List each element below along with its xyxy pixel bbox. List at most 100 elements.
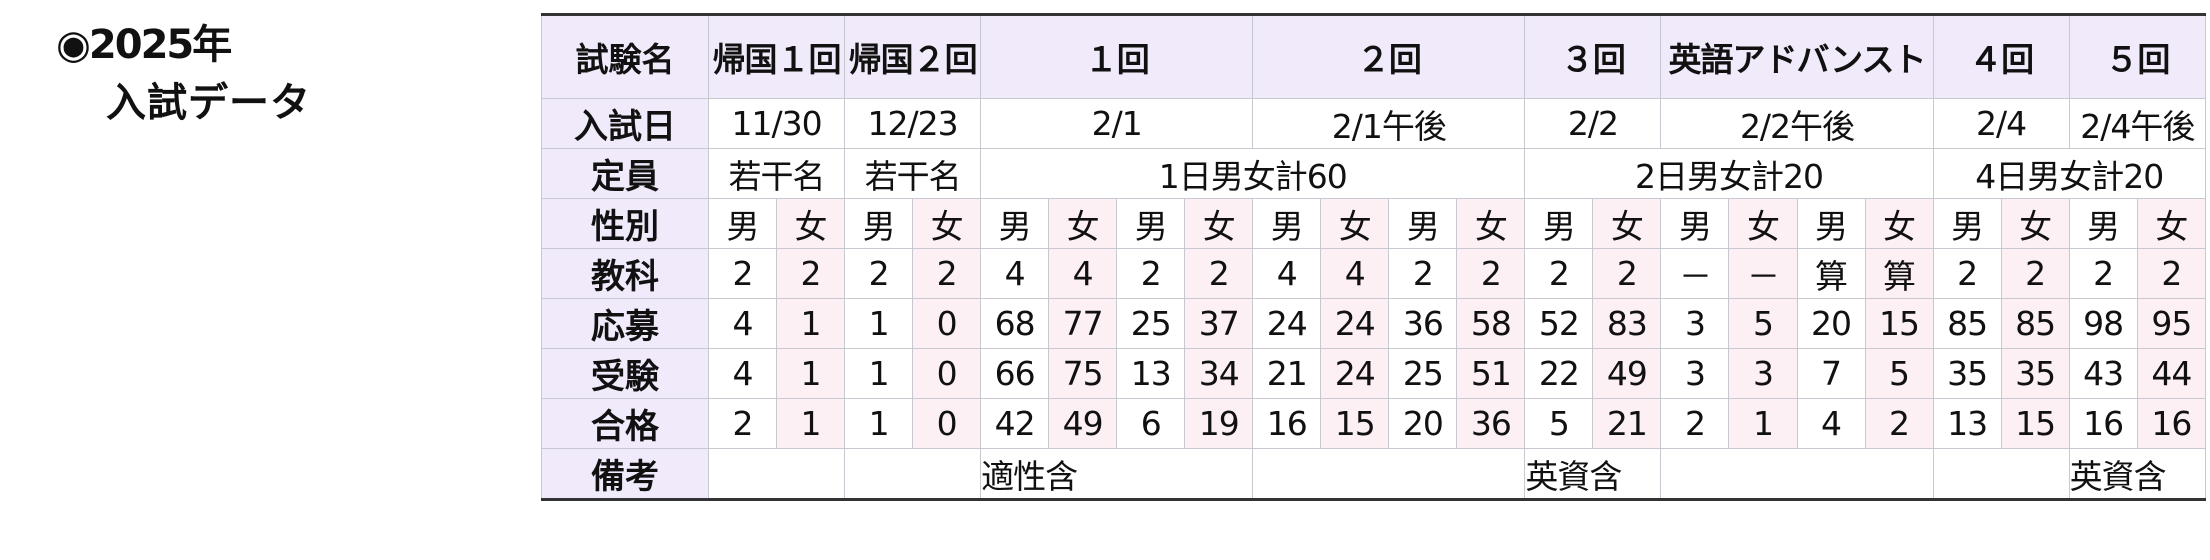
data-cell: 75 [1048,348,1118,399]
exam-name-row-cell: 英語アドバンスト [1660,14,1934,99]
data-cell: 2 [2068,248,2138,299]
gender-female: 女 [912,198,982,249]
gender-row: 性別男女男女男女男女男女男女男女男女男女男女男女 [541,198,2207,249]
gender-female: 女 [1864,198,1934,249]
data-cell: 6 [1116,398,1186,449]
page-title-year: ◉2025年 [56,22,232,68]
gender-female: 女 [1048,198,1118,249]
data-cell: 2 [1660,398,1730,449]
gender-male: 男 [1660,198,1730,249]
capacity-row-cell: 2日男女計20 [1524,148,1934,199]
data-cell: 19 [1184,398,1254,449]
data-cell: 37 [1184,298,1254,349]
data-cell: 21 [1252,348,1322,399]
data-cell: 2 [1456,248,1526,299]
exam-date-row-cell: 2/1 [980,98,1254,149]
data-cell: 1 [844,398,914,449]
gender-male: 男 [1388,198,1458,249]
exam-name-row: 試験名 帰国１回 帰国２回 １回 ２回 ３回 英語アドバンスト ４回 ５回 [541,14,2207,99]
data-cell: 1 [1728,398,1798,449]
data-cell: 1 [776,348,846,399]
row-label: 応募 [541,298,709,349]
data-cell: 算 [1796,248,1866,299]
data-cell: 2 [912,248,982,299]
exam-date-row-cell: 12/23 [844,98,982,149]
row-label: 合格 [541,398,709,449]
exam-date-row-cell: 2/1午後 [1252,98,1526,149]
gender-male: 男 [1116,198,1186,249]
data-cell: 4 [1048,248,1118,299]
exam-name-row-cell: ４回 [1932,14,2070,99]
data-cell: 1 [844,298,914,349]
gender-female: 女 [1184,198,1254,249]
exam-data-table: 試験名 帰国１回 帰国２回 １回 ２回 ３回 英語アドバンスト ４回 ５回 入試日 11/30 12/… [541,13,2207,501]
exam-name-row-cell: ３回 [1524,14,1662,99]
exam-date-row-cell: 11/30 [707,98,846,149]
capacity-row-cell: 1日男女計60 [980,148,1526,199]
data-cell: 49 [1592,348,1662,399]
data-cell: 44 [2136,348,2207,399]
data-cell: 2 [707,398,778,449]
data-cell: 20 [1796,298,1866,349]
data-cell: 24 [1320,298,1390,349]
gender-male: 男 [1524,198,1594,249]
data-cell: 85 [2000,298,2070,349]
row-label: 性別 [541,198,709,249]
gender-male: 男 [2068,198,2138,249]
data-row: 合格 2 1 1 0 42 49 6 19 16 15 20 36 5 21 2 1 4 2 13 15 16 16 [541,398,2207,449]
data-cell: 1 [776,298,846,349]
exam-name-row-cell: ２回 [1252,14,1526,99]
exam-date-row-cell: 2/2午後 [1660,98,1934,149]
notes-row-cell [1660,448,1934,500]
data-row: 受験 4 1 1 0 66 75 13 34 21 24 25 51 22 49 3 3 7 5 35 35 43 44 [541,348,2207,399]
data-cell: 49 [1048,398,1118,449]
data-cell: 4 [1252,248,1322,299]
data-cell: 85 [1932,298,2002,349]
data-cell: 2 [1388,248,1458,299]
data-cell: 36 [1456,398,1526,449]
gender-female: 女 [1456,198,1526,249]
data-cell: 5 [1864,348,1934,399]
data-cell: 16 [2068,398,2138,449]
data-cell: 35 [2000,348,2070,399]
data-cell: 16 [2136,398,2207,449]
exam-name-row-cell: 帰国２回 [844,14,982,99]
data-cell: 68 [980,298,1050,349]
data-cell: 15 [1320,398,1390,449]
exam-date-row-cell: 2/4午後 [2068,98,2207,149]
data-cell: － [1728,248,1798,299]
data-cell: 4 [707,298,778,349]
data-cell: 2 [2000,248,2070,299]
data-cell: 24 [1252,298,1322,349]
data-cell: 4 [707,348,778,399]
data-cell: 36 [1388,298,1458,349]
data-cell: 2 [1864,398,1934,449]
capacity-row-cell: 若干名 [707,148,846,199]
gender-female: 女 [2136,198,2207,249]
data-cell: 5 [1728,298,1798,349]
gender-male: 男 [844,198,914,249]
gender-male: 男 [1796,198,1866,249]
data-cell: 3 [1660,348,1730,399]
capacity-row: 定員 若干名 若干名 1日男女計60 2日男女計20 4日男女計20 [541,148,2207,199]
data-cell: 2 [707,248,778,299]
data-cell: 2 [844,248,914,299]
data-cell: 13 [1932,398,2002,449]
data-cell: 4 [980,248,1050,299]
row-label: 備考 [541,448,709,500]
data-cell: 7 [1796,348,1866,399]
gender-female: 女 [2000,198,2070,249]
gender-male: 男 [707,198,778,249]
data-cell: 25 [1388,348,1458,399]
data-cell: 77 [1048,298,1118,349]
notes-row-cell: 適性含 [980,448,1254,500]
gender-female: 女 [1728,198,1798,249]
data-cell: 2 [776,248,846,299]
exam-date-row-cell: 2/4 [1932,98,2070,149]
notes-row-cell [1932,448,2070,500]
data-cell: 25 [1116,298,1186,349]
row-label: 試験名 [541,14,709,99]
data-cell: 3 [1660,298,1730,349]
data-cell: 2 [1116,248,1186,299]
page-title: 入試データ [106,80,311,126]
